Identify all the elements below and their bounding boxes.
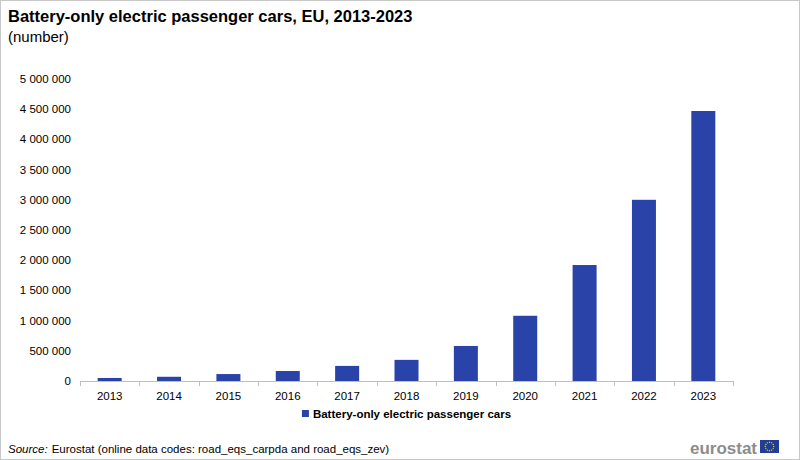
y-tick-label: 3 000 000 [20,194,71,206]
legend: Battery-only electric passenger cars [302,408,511,420]
logo-flag [760,440,779,453]
legend-label: Battery-only electric passenger cars [313,408,511,420]
legend-swatch [302,410,309,417]
bar [276,371,300,381]
logo-text: eurostat [690,439,757,458]
y-tick-label: 1 000 000 [20,315,71,327]
source-text: Eurostat (online data codes: road_eqs_ca… [52,443,390,455]
x-tick [674,381,675,386]
x-tick [555,381,556,386]
logo-star [772,444,773,445]
x-tick [317,381,318,386]
bar [98,378,122,381]
y-tick-label: 2 500 000 [20,224,71,236]
y-tick-label: 5 000 000 [20,73,71,85]
x-tick [139,381,140,386]
bar [395,360,419,381]
bar [335,366,359,381]
title: Battery-only electric passenger cars, EU… [8,7,412,25]
y-tick-label: 2 000 000 [20,254,71,266]
logo-star [767,449,768,450]
x-tick [436,381,437,386]
logo-star [765,448,766,449]
source-label: Source: [8,443,48,455]
x-tick-label: 2020 [512,390,538,402]
logo-star [769,450,770,451]
x-tick [377,381,378,386]
logo-star [765,446,766,447]
x-tick [496,381,497,386]
frame [1,1,800,460]
logo-star [765,444,766,445]
bar [454,346,478,381]
x-axis [80,381,733,382]
logo-star [767,442,768,443]
x-tick-label: 2016 [275,390,301,402]
x-tick-label: 2022 [631,390,657,402]
chart: Battery-only electric passenger cars, EU… [0,0,800,460]
logo-star [773,446,774,447]
bar [573,265,597,381]
bar [691,111,715,381]
x-tick [614,381,615,386]
x-tick [733,381,734,386]
x-tick [80,381,81,386]
y-tick-label: 4 000 000 [20,133,71,145]
y-tick-label: 3 500 000 [20,164,71,176]
bar [632,200,656,381]
x-tick-label: 2018 [394,390,420,402]
x-tick [199,381,200,386]
x-tick-label: 2019 [453,390,479,402]
y-tick-label: 4 500 000 [20,103,71,115]
x-tick-label: 2015 [216,390,242,402]
x-tick-label: 2013 [97,390,123,402]
x-tick-label: 2014 [156,390,182,402]
bars [98,111,716,381]
bar [216,374,240,381]
bar [513,316,537,381]
logo-star [769,442,770,443]
subtitle: (number) [8,28,69,45]
x-tick [258,381,259,386]
source: Source: Eurostat (online data codes: road… [8,443,389,455]
x-tick-label: 2017 [334,390,360,402]
logo-star [771,449,772,450]
bar [157,377,181,381]
logo-star [771,442,772,443]
x-tick-label: 2023 [691,390,717,402]
y-tick-label: 0 [65,375,71,387]
logo-star [772,448,773,449]
y-tick-label: 1 500 000 [20,284,71,296]
x-tick-label: 2021 [572,390,598,402]
y-tick-label: 500 000 [29,345,71,357]
